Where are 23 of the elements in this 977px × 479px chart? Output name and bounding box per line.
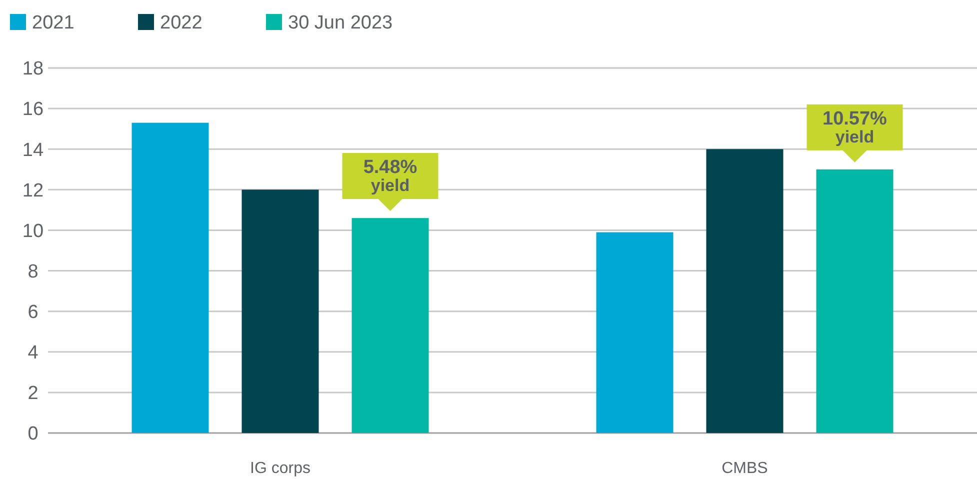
y-tick-label: 2 [28, 383, 38, 404]
y-tick-label: 18 [22, 58, 44, 80]
bar [596, 232, 674, 433]
y-tick-label: 14 [22, 140, 44, 161]
y-tick-label: 0 [28, 424, 38, 445]
y-tick-label: 4 [28, 342, 39, 364]
x-tick-label: CMBS [722, 460, 768, 477]
annotation: 5.48% yield [363, 157, 418, 196]
y-tick-label: 8 [28, 261, 38, 282]
annotation: 10.57% yield [822, 108, 888, 146]
bar [816, 169, 894, 433]
bar [132, 122, 209, 433]
y-tick-label: 6 [28, 302, 38, 323]
x-tick-label: IG corps [250, 460, 310, 477]
bar [242, 190, 319, 433]
y-tick-label: 12 [22, 180, 44, 202]
y-tick-label: 16 [22, 99, 44, 120]
legend-label: 2022 [160, 12, 202, 34]
bar [706, 149, 784, 433]
legend-label: 2021 [32, 12, 74, 34]
bar [352, 218, 429, 433]
y-tick-label: 10 [22, 220, 44, 242]
legend-label: 30 Jun 2023 [288, 12, 393, 34]
